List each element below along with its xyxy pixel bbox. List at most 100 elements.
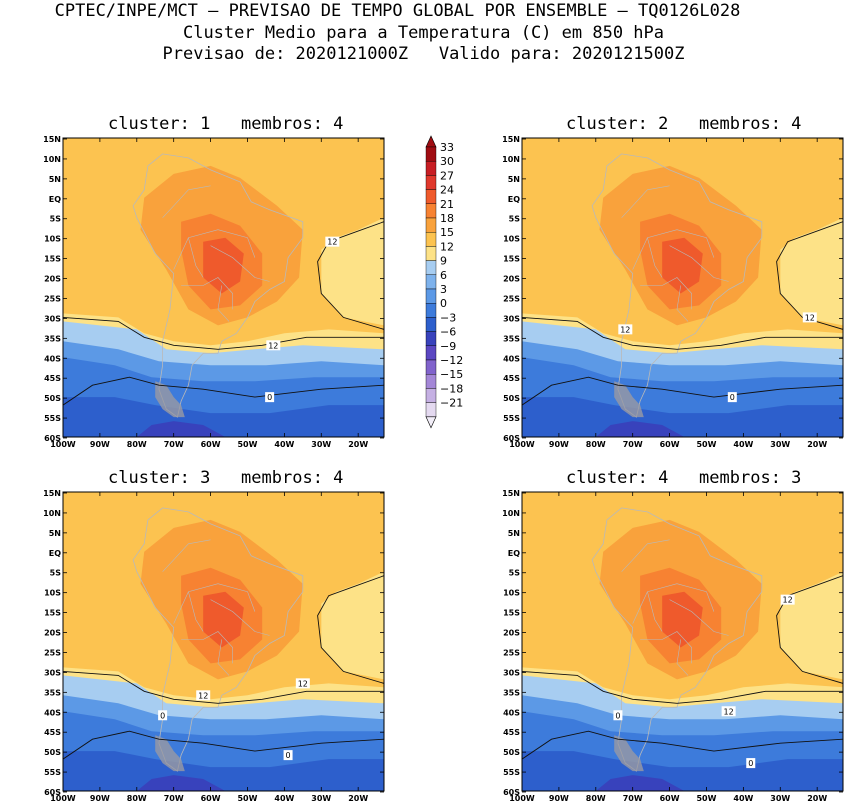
lat-tick-label: 35S xyxy=(503,334,520,343)
lat-tick-label: 5S xyxy=(50,215,62,224)
colorbar-label: 18 xyxy=(440,212,454,225)
lon-tick-label: 80W xyxy=(586,794,606,803)
lat-tick-label: 60S xyxy=(503,788,520,797)
lon-tick-label: 90W xyxy=(90,794,110,803)
colorbar-label: −12 xyxy=(440,354,463,367)
lat-tick-label: 20S xyxy=(503,275,520,284)
contour-label: 0 xyxy=(727,392,737,403)
contour-label: 12 xyxy=(802,312,817,323)
colorbar-label: 3 xyxy=(440,283,447,296)
lon-tick-label: 100W xyxy=(509,794,535,803)
lat-tick-label: 20S xyxy=(44,275,61,284)
colorbar-label: −15 xyxy=(440,368,463,381)
contour-label: 12 xyxy=(325,236,340,247)
colorbar-swatch xyxy=(425,175,437,190)
panel-frame xyxy=(62,491,385,792)
lon-tick-label: 70W xyxy=(164,440,184,449)
lon-tick-label: 70W xyxy=(623,440,643,449)
lat-tick-label: 60S xyxy=(44,434,61,443)
svg-text:0: 0 xyxy=(615,711,620,720)
lat-tick-label: 45S xyxy=(44,728,61,737)
lat-tick-label: 55S xyxy=(503,768,520,777)
lon-tick-label: 50W xyxy=(237,794,257,803)
contour-label: 12 xyxy=(295,678,310,689)
temperature-field: 12 12 0 0 xyxy=(522,492,843,791)
lat-tick-label: 10N xyxy=(502,155,520,164)
lat-tick-label: 45S xyxy=(44,374,61,383)
lon-tick-label: 90W xyxy=(549,794,569,803)
lat-tick-label: 55S xyxy=(44,414,61,423)
lat-tick-label: EQ xyxy=(49,549,61,558)
lat-tick-label: 55S xyxy=(503,414,520,423)
colorbar-label: −18 xyxy=(440,382,463,395)
contour-label: 0 xyxy=(158,710,168,721)
lon-tick-label: 90W xyxy=(549,440,569,449)
lat-tick-label: 35S xyxy=(503,688,520,697)
colorbar-swatch xyxy=(425,260,437,276)
lat-tick-label: 50S xyxy=(503,748,520,757)
contour-label: 12 xyxy=(266,340,281,351)
lat-tick-label: 30S xyxy=(503,314,520,323)
lat-tick-label: 40S xyxy=(503,354,520,363)
colorbar-label: −6 xyxy=(440,326,456,339)
lon-tick-label: 20W xyxy=(348,440,368,449)
colorbar-label: 9 xyxy=(440,255,447,268)
lat-tick-label: 15N xyxy=(43,489,61,498)
contour-label: 0 xyxy=(283,750,293,761)
lat-tick-label: 25S xyxy=(503,294,520,303)
panel-2-title: cluster: 2 membros: 4 xyxy=(566,114,802,134)
lat-tick-label: 25S xyxy=(44,294,61,303)
lat-tick-label: EQ xyxy=(49,195,61,204)
lat-tick-label: 30S xyxy=(503,668,520,677)
lon-tick-label: 60W xyxy=(660,794,680,803)
lon-tick-label: 100W xyxy=(50,440,76,449)
contour-label: 0 xyxy=(746,758,756,769)
lat-tick-label: 10N xyxy=(502,509,520,518)
lat-tick-label: 60S xyxy=(503,434,520,443)
map-panel-2: 12 12 0 15N 10N 5N EQ 5S 10S 15S 20S 25S 30S 35S 40S 45… xyxy=(502,135,844,449)
lon-tick-label: 30W xyxy=(770,440,790,449)
svg-text:12: 12 xyxy=(327,238,337,247)
lat-tick-label: 5S xyxy=(50,569,62,578)
lon-tick-label: 60W xyxy=(201,794,221,803)
panel-frame xyxy=(62,137,385,438)
lat-tick-label: 25S xyxy=(503,648,520,657)
header-dates: Previsao de: 2020121000Z Valido para: 20… xyxy=(162,44,685,64)
colorbar-swatch xyxy=(425,317,437,332)
lat-tick-label: 15S xyxy=(503,609,520,618)
lon-tick-label: 100W xyxy=(50,794,76,803)
colorbar-label: 6 xyxy=(440,269,447,282)
colorbar-swatch xyxy=(425,331,437,347)
lat-tick-label: 35S xyxy=(44,688,61,697)
contour-label: 12 xyxy=(780,594,795,605)
colorbar-label: 15 xyxy=(440,226,454,239)
lat-tick-label: 25S xyxy=(44,648,61,657)
panel-1-title: cluster: 1 membros: 4 xyxy=(108,114,344,134)
svg-text:12: 12 xyxy=(268,341,278,350)
lat-tick-label: 15N xyxy=(502,135,520,144)
colorbar-label: −21 xyxy=(440,397,463,410)
lat-tick-label: 45S xyxy=(503,728,520,737)
colorbar-label: 21 xyxy=(440,198,454,211)
svg-text:12: 12 xyxy=(620,325,630,334)
colorbar-swatch xyxy=(425,402,437,418)
lat-tick-label: 5N xyxy=(508,175,520,184)
colorbar-label: 30 xyxy=(440,155,454,168)
lon-tick-label: 50W xyxy=(696,440,716,449)
contour-label: 0 xyxy=(613,710,623,721)
lat-tick-label: 15S xyxy=(503,255,520,264)
lat-tick-label: 10N xyxy=(43,155,61,164)
lat-tick-label: 45S xyxy=(503,374,520,383)
lat-tick-label: 15N xyxy=(502,489,520,498)
header-title: CPTEC/INPE/MCT – PREVISAO DE TEMPO GLOBA… xyxy=(54,1,741,21)
lon-tick-label: 50W xyxy=(696,794,716,803)
lon-tick-label: 40W xyxy=(733,794,753,803)
svg-text:0: 0 xyxy=(160,711,165,720)
lat-tick-label: 50S xyxy=(503,394,520,403)
lon-tick-label: 100W xyxy=(509,440,535,449)
colorbar-swatch xyxy=(425,217,437,233)
colorbar-swatch xyxy=(425,374,437,389)
colorbar-label: 12 xyxy=(440,240,454,253)
svg-text:12: 12 xyxy=(298,679,308,688)
